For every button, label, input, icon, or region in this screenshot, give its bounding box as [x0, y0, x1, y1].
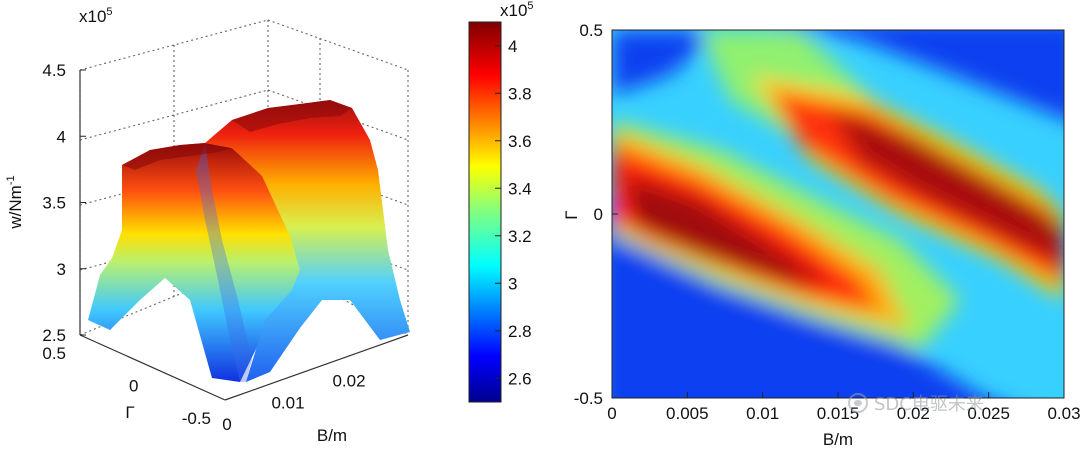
heatmap-x-tick-label: 0.005 — [666, 404, 709, 423]
heatmap-field — [612, 30, 1064, 398]
surface-zlabel-sup: -1 — [5, 175, 17, 185]
surface-scale-exp: 5 — [106, 6, 112, 18]
colorbar-tick-label: 2.8 — [508, 322, 532, 341]
colorbar-tick-label: 3 — [508, 274, 517, 293]
svg-text:x105: x105 — [79, 6, 113, 26]
colorbar-tick-label: 3.8 — [508, 84, 532, 103]
z-tick-label: 3.5 — [42, 194, 66, 213]
heatmap-xlabel: B/m — [823, 430, 853, 449]
surface-zlabel: w/Nm — [6, 185, 25, 229]
surface-mesh — [88, 100, 410, 382]
b-tick-label: 0.01 — [271, 393, 304, 412]
b-tick-label: 0 — [222, 415, 231, 434]
svg-text:x105: x105 — [500, 0, 534, 20]
z-tick-label: 4 — [57, 127, 66, 146]
heatmap-y-tick-label: 0 — [594, 205, 603, 224]
colorbar-tick-label: 4 — [508, 37, 517, 56]
z-tick-label: 4.5 — [42, 61, 66, 80]
heatmap-ylabel: Γ — [562, 210, 581, 219]
z-tick-label: 2.5 — [42, 326, 66, 345]
wechat-icon — [848, 393, 868, 413]
watermark-text: SDC电驱未来 — [874, 394, 984, 415]
heatmap-x-tick-label: 0.03 — [1047, 404, 1080, 423]
colorbar-scale-exp: 5 — [527, 0, 533, 12]
heatmap-x-tick-label: 0 — [607, 404, 616, 423]
heatmap-plot: Γ B/m 0 0.005 0.01 0.015 0.02 0.025 0.03 0.50-… — [562, 21, 1080, 449]
colorbar: x105 2.6 2.8 3 3.2 3.4 3.6 3.8 4 — [468, 0, 534, 403]
gamma-tick-label: 0 — [129, 377, 138, 396]
heatmap-y-tick-label: -0.5 — [574, 389, 603, 408]
heatmap-x-tick-label: 0.015 — [817, 404, 860, 423]
b-tick-label: 0.02 — [332, 372, 365, 391]
colorbar-gradient — [468, 21, 502, 403]
heatmap-x-tick-label: 0.025 — [967, 404, 1010, 423]
colorbar-tick-label: 2.6 — [508, 369, 532, 388]
colorbar-scale-base: x10 — [500, 1, 527, 20]
gamma-tick-label: 0.5 — [42, 344, 66, 363]
heatmap-x-tick-label: 0.02 — [897, 404, 930, 423]
svg-text:w/Nm-1: w/Nm-1 — [5, 175, 25, 229]
z-tick-label: 3 — [57, 260, 66, 279]
surface-ylabel: Γ — [125, 403, 134, 422]
colorbar-tick-label: 3.4 — [508, 179, 532, 198]
surface-plot: x105 w/Nm-1 Γ B/m 2.5 3 3.5 4 4.5 0.5 0 -0.5 0… — [5, 6, 410, 445]
heatmap-x-tick-label: 0.01 — [746, 404, 779, 423]
surface-scale-base: x10 — [79, 7, 106, 26]
surface-xlabel: B/m — [317, 426, 347, 445]
gamma-tick-label: -0.5 — [182, 409, 211, 428]
colorbar-tick-label: 3.6 — [508, 132, 532, 151]
watermark: SDC电驱未来 — [848, 390, 984, 416]
heatmap-y-tick-label: 0.5 — [579, 21, 603, 40]
colorbar-tick-label: 3.2 — [508, 227, 532, 246]
